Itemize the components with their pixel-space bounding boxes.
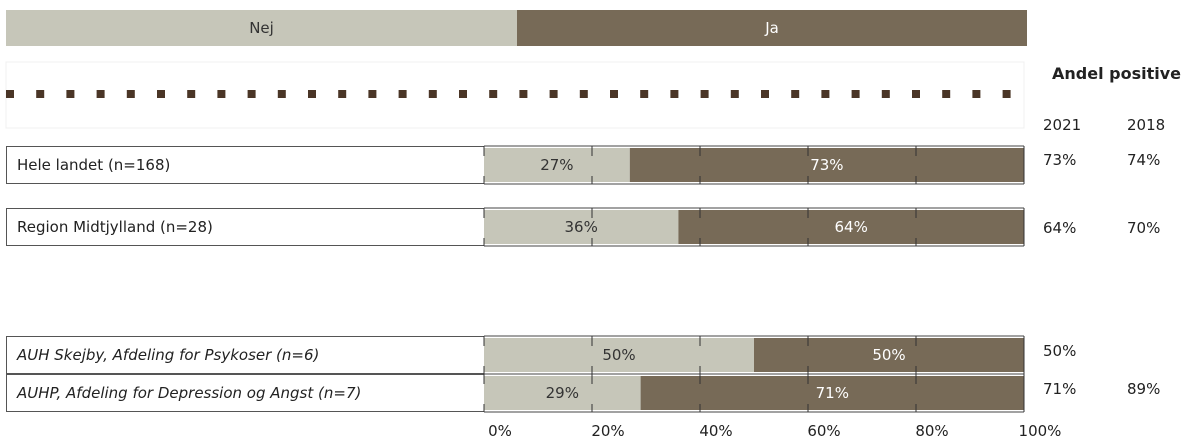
dot-mark	[730, 90, 739, 98]
dot-mark	[96, 90, 105, 98]
bar-label-ja-1: 64%	[835, 218, 868, 236]
dot-mark	[791, 90, 800, 98]
x-tick-label: 0%	[488, 422, 512, 440]
bar-ja-0	[629, 148, 1024, 182]
dot-mark	[519, 90, 528, 98]
dot-mark	[851, 90, 860, 98]
andel-2018-hele-landet: 74%	[1127, 151, 1161, 169]
bar-ja-2	[754, 338, 1024, 372]
year-2018-header: 2018	[1127, 116, 1166, 134]
bar-nej-2	[484, 338, 754, 372]
dot-mark	[881, 90, 890, 98]
dot-mark	[640, 90, 649, 98]
andel-positive-header: Andel positive	[1052, 64, 1181, 83]
legend-nej-label: Nej	[249, 19, 274, 37]
bar-ja-3	[640, 376, 1024, 410]
dot-mark	[821, 90, 830, 98]
andel-2021-hele-landet: 73%	[1043, 151, 1077, 169]
legend-ja: Ja	[517, 10, 1027, 46]
bar-nej-3	[484, 376, 641, 410]
dot-mark	[579, 90, 588, 98]
dot-mark	[549, 90, 558, 98]
dot-mark	[610, 90, 618, 98]
bar-label-ja-2: 50%	[872, 346, 905, 364]
dot-mark	[217, 90, 226, 98]
andel-2021-auh-skejby: 50%	[1043, 342, 1077, 360]
dot-mark	[761, 90, 769, 98]
bar-label-ja-0: 73%	[810, 156, 843, 174]
andel-2018-region: 70%	[1127, 219, 1161, 237]
bar-label-nej-1: 36%	[565, 218, 598, 236]
bar-nej-1	[484, 210, 679, 244]
andel-2021-auhp: 71%	[1043, 380, 1077, 398]
dot-mark	[338, 90, 347, 98]
dot-mark	[247, 90, 256, 98]
x-tick-label: 20%	[591, 422, 624, 440]
bar-nej-0	[484, 148, 630, 182]
year-2021-header: 2021	[1043, 116, 1082, 134]
legend-nej: Nej	[6, 10, 517, 46]
dot-mark	[308, 90, 316, 98]
legend-ja-label: Ja	[765, 19, 779, 37]
dot-mark	[6, 90, 14, 98]
x-tick-label: 80%	[915, 422, 948, 440]
dot-mark	[1002, 90, 1011, 98]
bar-label-nej-2: 50%	[602, 346, 635, 364]
dot-mark	[368, 90, 377, 98]
dotted-separator	[5, 61, 1025, 129]
dot-mark	[66, 90, 75, 98]
dot-mark	[187, 90, 196, 98]
dot-mark	[912, 90, 920, 98]
dot-mark	[36, 90, 45, 98]
dot-mark	[428, 90, 437, 98]
x-tick-label: 100%	[1019, 422, 1062, 440]
dot-mark	[398, 90, 407, 98]
dot-mark	[942, 90, 951, 98]
row-label-auhp: AUHP, Afdeling for Depression og Angst (…	[6, 374, 484, 412]
x-tick-label: 40%	[699, 422, 732, 440]
andel-2021-region: 64%	[1043, 219, 1077, 237]
dot-mark	[489, 90, 498, 98]
row-label-hele-landet: Hele landet (n=168)	[6, 146, 484, 184]
dot-mark	[670, 90, 679, 98]
x-tick-label: 60%	[807, 422, 840, 440]
dot-mark	[700, 90, 709, 98]
dot-mark	[972, 90, 981, 98]
andel-2018-auhp: 89%	[1127, 380, 1161, 398]
bar-ja-1	[678, 210, 1024, 244]
bar-label-nej-0: 27%	[540, 156, 573, 174]
row-label-region-midtjylland: Region Midtjylland (n=28)	[6, 208, 484, 246]
bar-label-ja-3: 71%	[816, 384, 849, 402]
dot-mark	[126, 90, 135, 98]
dot-mark	[157, 90, 165, 98]
dot-mark	[277, 90, 286, 98]
dot-mark	[459, 90, 467, 98]
bar-label-nej-3: 29%	[546, 384, 579, 402]
row-label-auh-skejby: AUH Skejby, Afdeling for Psykoser (n=6)	[6, 336, 484, 374]
